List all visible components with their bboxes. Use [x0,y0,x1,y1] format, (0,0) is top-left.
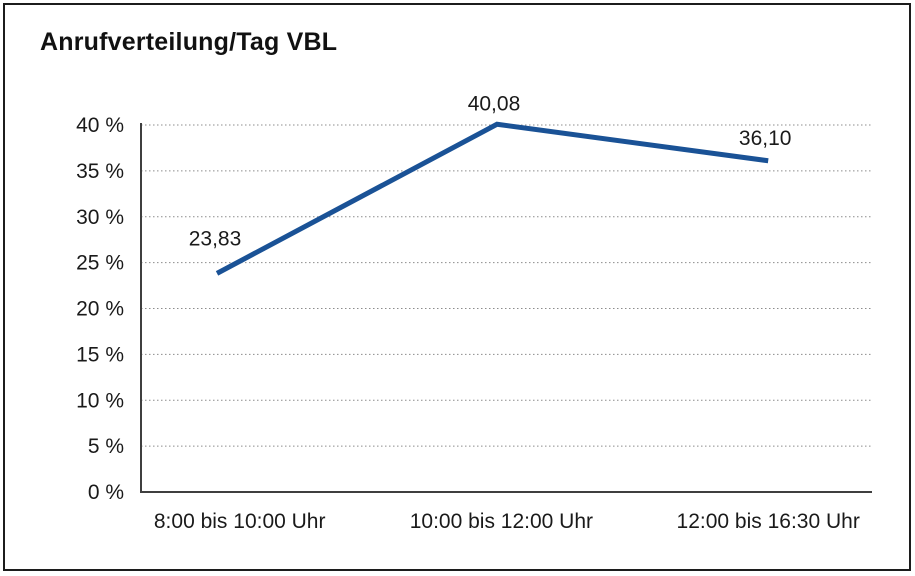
y-axis-tick-label: 40 % [76,114,124,137]
chart-frame-border [3,3,911,571]
y-axis-tick-label: 35 % [76,160,124,183]
y-axis-tick-label: 5 % [88,435,124,458]
y-axis-tick-label: 15 % [76,343,124,366]
x-axis-tick-label: 10:00 bis 12:00 Uhr [410,510,593,533]
data-point-label: 23,83 [189,227,242,250]
x-axis-tick-label: 8:00 bis 10:00 Uhr [154,510,326,533]
y-axis-tick-label: 25 % [76,252,124,275]
data-point-label: 36,10 [739,127,792,150]
y-axis-tick-label: 0 % [88,481,124,504]
chart-title: Anrufverteilung/Tag VBL [40,28,338,56]
x-axis-tick-label: 12:00 bis 16:30 Uhr [677,510,860,533]
data-point-label: 40,08 [468,92,521,115]
y-axis-tick-label: 30 % [76,206,124,229]
y-axis-tick-label: 20 % [76,298,124,321]
data-series-line [215,121,769,276]
y-axis-tick-label: 10 % [76,389,124,412]
